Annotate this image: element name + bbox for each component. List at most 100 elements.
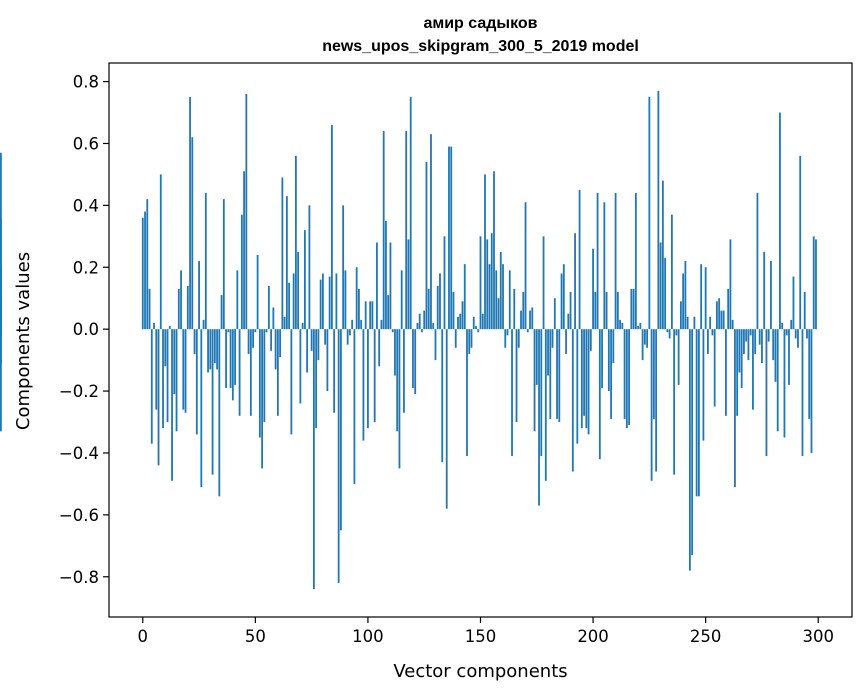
bar xyxy=(542,236,545,330)
bar xyxy=(571,329,574,472)
y-tick-label: 0.6 xyxy=(73,134,99,153)
bar xyxy=(342,205,345,330)
bar xyxy=(358,288,360,330)
bar xyxy=(470,329,473,348)
bar xyxy=(580,329,583,429)
bar xyxy=(380,319,383,330)
bar xyxy=(349,329,351,336)
x-tick-label: 0 xyxy=(138,627,149,646)
bar xyxy=(745,329,748,342)
bar xyxy=(216,329,218,370)
bar xyxy=(385,220,387,330)
bar xyxy=(450,146,453,330)
bar xyxy=(747,329,750,361)
bar xyxy=(184,329,187,413)
bar xyxy=(414,329,417,395)
bar xyxy=(720,310,723,330)
bar xyxy=(605,292,608,330)
bar xyxy=(416,322,419,330)
bar xyxy=(511,329,513,457)
bar xyxy=(668,329,671,339)
bar xyxy=(324,329,327,345)
y-tick-label: −0.6 xyxy=(59,506,99,525)
bar xyxy=(666,329,669,333)
bar xyxy=(405,131,408,330)
bar xyxy=(547,329,549,376)
bar xyxy=(490,233,493,330)
bar xyxy=(0,329,2,364)
bar xyxy=(625,329,628,429)
bar xyxy=(587,329,590,435)
bar xyxy=(594,292,597,330)
bar xyxy=(677,329,680,385)
bar xyxy=(276,329,279,416)
bar xyxy=(153,322,155,330)
bar xyxy=(659,242,662,330)
bar xyxy=(409,97,412,330)
bar xyxy=(308,205,311,330)
bar xyxy=(688,329,691,571)
bar xyxy=(472,316,475,330)
bar xyxy=(716,301,718,330)
bar xyxy=(238,329,241,416)
bar xyxy=(634,192,637,330)
bar xyxy=(790,319,793,330)
bar xyxy=(285,196,288,330)
bar xyxy=(493,171,495,330)
bar xyxy=(247,329,250,354)
bar xyxy=(810,329,813,453)
bar xyxy=(398,329,401,469)
bar xyxy=(657,90,660,330)
bar xyxy=(198,261,200,330)
bar xyxy=(249,329,252,416)
bar xyxy=(499,251,502,330)
bar xyxy=(164,329,167,367)
bar xyxy=(497,298,500,330)
bar xyxy=(270,329,273,351)
bar xyxy=(340,329,342,531)
bar xyxy=(279,329,282,358)
bar xyxy=(529,310,531,330)
bar xyxy=(148,288,151,330)
bar xyxy=(727,288,730,330)
bar xyxy=(452,292,455,330)
bar xyxy=(812,236,815,330)
bar xyxy=(191,137,194,330)
bar xyxy=(297,251,300,330)
y-tick-label: 0.4 xyxy=(73,196,99,215)
bar xyxy=(551,329,554,348)
bar xyxy=(765,329,768,457)
bar xyxy=(569,292,572,330)
bar xyxy=(533,329,536,432)
y-tick-label: 0.2 xyxy=(73,258,99,277)
bar xyxy=(661,180,664,330)
bar xyxy=(171,329,173,481)
bar xyxy=(792,276,795,330)
bar xyxy=(400,270,403,330)
bar xyxy=(407,239,410,330)
bar xyxy=(362,329,365,441)
y-axis: −0.8 −0.6 −0.4 −0.2 0.0 0.2 0.4 0.6 0.8 xyxy=(59,73,109,587)
bar xyxy=(144,211,146,330)
bar xyxy=(781,322,784,330)
bar xyxy=(430,134,432,330)
y-tick-label: 0.0 xyxy=(73,320,99,339)
bar xyxy=(538,329,540,506)
bar xyxy=(412,329,414,388)
bar xyxy=(736,329,739,416)
bar xyxy=(607,329,610,392)
bar xyxy=(330,124,333,330)
bar xyxy=(457,316,459,330)
bar xyxy=(513,288,516,330)
bar xyxy=(526,329,529,333)
y-tick-label: −0.8 xyxy=(59,568,99,587)
bar xyxy=(382,131,385,330)
chart-title: амир садыков xyxy=(423,15,537,32)
bar xyxy=(360,319,363,330)
bar xyxy=(754,329,757,354)
bar xyxy=(229,329,232,388)
bar xyxy=(560,273,563,330)
bar xyxy=(484,174,486,330)
bar xyxy=(301,322,304,330)
